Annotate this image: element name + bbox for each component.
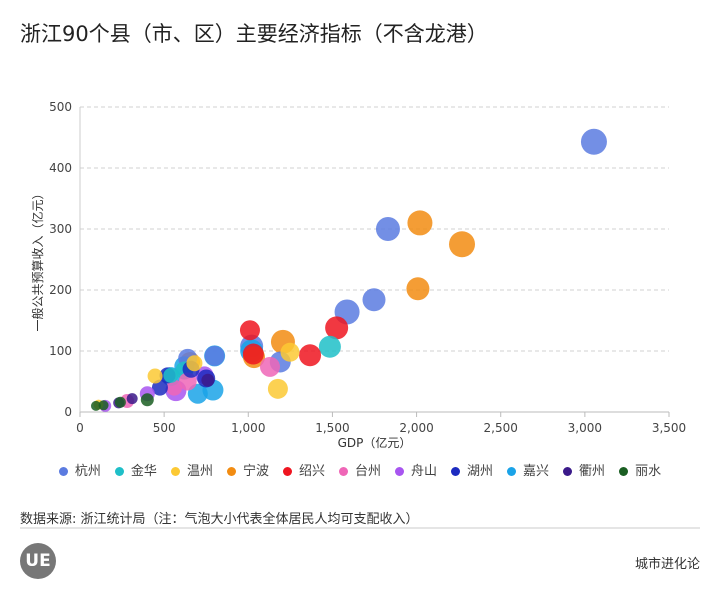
divider: [20, 527, 700, 529]
legend-item[interactable]: 嘉兴: [507, 460, 549, 479]
legend-dot-icon: [282, 467, 292, 476]
bubble-温州: [280, 342, 300, 362]
legend-dot-icon: [507, 467, 517, 476]
bubble-湖州: [151, 379, 168, 396]
x-tick-label: 1,000: [231, 421, 265, 435]
brand-name: 城市进化论: [634, 557, 700, 572]
legend-item[interactable]: 金华: [114, 460, 157, 479]
bubble-chart: 0 100 200 300 400 500 0 500 1,000 1,500 2,000 2,500…: [30, 100, 686, 450]
legend-dot-icon: [563, 467, 573, 476]
bubble-绍兴: [325, 316, 349, 340]
legend-item[interactable]: 衢州: [563, 460, 605, 479]
y-tick-label: 100: [49, 344, 72, 358]
legend-label: 丽水: [635, 464, 662, 479]
y-tick-label: 500: [49, 100, 72, 114]
legend-label: 温州: [186, 464, 213, 479]
legend-dot-icon: [395, 467, 404, 476]
source-note: 数据来源: 浙江统计局（注：气泡大小代表全体居民人均可支配收入）: [20, 512, 419, 527]
bubble-绍兴: [299, 344, 322, 367]
bubble-宁波: [407, 210, 433, 236]
legend-label: 舟山: [411, 464, 438, 479]
bubble-绍兴: [242, 343, 264, 365]
logo: UE: [20, 543, 56, 579]
bubble-绍兴: [239, 320, 260, 341]
legend-label: 湖州: [467, 464, 494, 479]
legend-dot-icon: [58, 467, 68, 476]
y-tick-label: 400: [49, 161, 72, 175]
legend-item[interactable]: 湖州: [451, 460, 493, 479]
bubble-丽水: [90, 400, 101, 411]
x-tick-label: 1,500: [315, 421, 349, 435]
y-tick-label: 0: [64, 405, 72, 419]
bubble-杭州: [580, 128, 607, 155]
bubble-衢州: [201, 373, 215, 387]
x-axis-title: GDP（亿元）: [338, 435, 412, 450]
legend-item[interactable]: 台州: [338, 460, 381, 479]
legend-label: 金华: [130, 464, 157, 479]
legend-item[interactable]: 绍兴: [282, 460, 325, 479]
bubble-台州: [166, 379, 183, 396]
bubble-衢州: [126, 393, 138, 405]
legend-dot-icon: [619, 467, 629, 476]
bubble-杭州: [375, 217, 400, 241]
legend-item[interactable]: 温州: [170, 460, 213, 479]
legend-item[interactable]: 宁波: [226, 460, 269, 479]
x-tick-label: 2,000: [399, 421, 433, 435]
bubble-金华: [163, 367, 179, 383]
legend-dot-icon: [338, 467, 348, 476]
bubble-丽水: [98, 400, 109, 411]
legend-dot-icon: [226, 467, 236, 476]
bubble-宁波: [406, 277, 430, 301]
legend-item[interactable]: 丽水: [619, 460, 661, 479]
bubble-宁波: [449, 231, 476, 258]
bubble-杭州: [362, 288, 386, 312]
legend-dot-icon: [170, 467, 180, 476]
bubble-温州: [186, 355, 203, 372]
legend-label: 嘉兴: [523, 464, 550, 479]
legend-dot-icon: [114, 467, 124, 476]
x-tick-label: 3,000: [568, 421, 602, 435]
y-tick-label: 200: [49, 283, 72, 297]
y-axis-title: 一般公共预算收入（亿元）: [30, 187, 45, 331]
bubble-温州: [147, 368, 163, 384]
legend-label: 杭州: [74, 464, 101, 479]
legend-label: 台州: [354, 464, 381, 479]
legend-item[interactable]: 杭州: [58, 460, 101, 479]
legend-dot-icon: [451, 467, 461, 476]
bubble-温州: [267, 378, 288, 399]
legend-label: 宁波: [242, 464, 269, 479]
x-tick-label: 2,500: [484, 421, 518, 435]
legend: 杭州 金华 温州 宁波 绍兴 台州 舟山 湖州 嘉兴 衢州 丽水: [0, 460, 720, 479]
legend-label: 绍兴: [298, 464, 325, 479]
bubble-金华: [318, 335, 341, 358]
bubble-丽水: [114, 396, 126, 408]
chart-title: 浙江90个县（市、区）主要经济指标（不含龙港）: [20, 22, 488, 46]
bubble-台州: [259, 356, 280, 377]
x-tick-label: 500: [153, 421, 176, 435]
bubble-丽水: [140, 393, 154, 407]
x-tick-label: 0: [76, 421, 84, 435]
legend-item[interactable]: 舟山: [395, 460, 437, 479]
y-tick-label: 300: [49, 222, 72, 236]
legend-label: 衢州: [579, 464, 606, 479]
bubble-杭州: [204, 345, 225, 366]
x-tick-label: 3,500: [652, 421, 686, 435]
